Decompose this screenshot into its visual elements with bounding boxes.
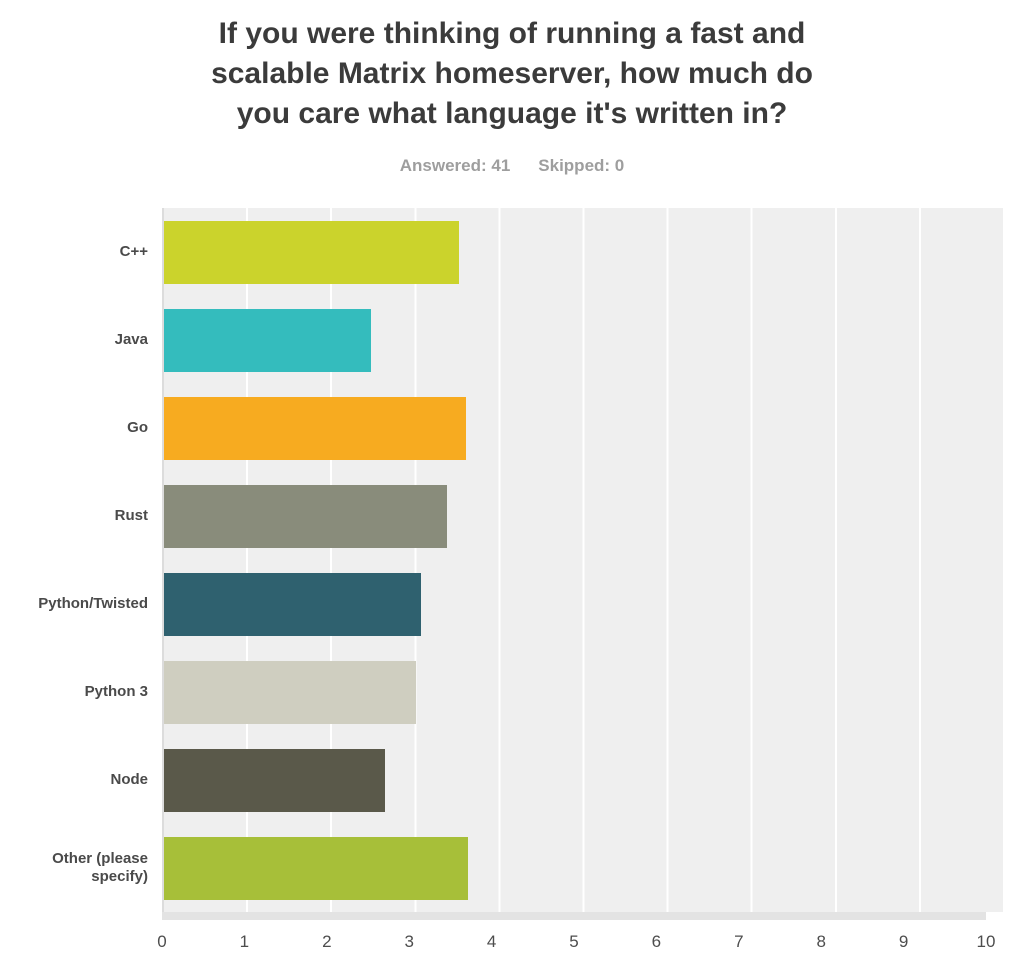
survey-question-title: If you were thinking of running a fast a…: [0, 0, 1024, 134]
bar: [164, 572, 421, 636]
title-line-3: you care what language it's written in?: [236, 97, 788, 130]
x-axis-baseline: [162, 912, 986, 920]
x-axis-tick: 0: [157, 932, 167, 951]
bar-track: [162, 560, 1005, 648]
title-line-1: If you were thinking of running a fast a…: [218, 17, 806, 50]
bar: [164, 396, 466, 460]
x-axis-tick: 1: [239, 932, 250, 951]
chart-row: Python/Twisted: [0, 560, 1005, 648]
x-axis-tick: 10: [976, 932, 996, 951]
title-line-2: scalable Matrix homeserver, how much do: [211, 57, 813, 90]
category-label: C++: [119, 243, 148, 260]
category-label: Python/Twisted: [38, 595, 148, 612]
category-label: Python 3: [84, 683, 148, 700]
chart-rows: C++ Java Go Rust Python/Twisted Python 3: [0, 208, 1005, 912]
bar: [164, 220, 460, 284]
category-label: Rust: [114, 507, 148, 524]
response-stats: Answered: 41 Skipped: 0: [0, 156, 1024, 176]
chart-row: Go: [0, 384, 1005, 472]
bar-track: [162, 472, 1005, 560]
category-label: Other (please specify): [52, 850, 148, 885]
chart-row: Node: [0, 736, 1005, 824]
chart-row: Python 3: [0, 648, 1005, 736]
x-axis-tick: 5: [569, 932, 579, 951]
x-axis-tick: 9: [898, 932, 909, 951]
bar-chart: C++ Java Go Rust Python/Twisted Python 3: [0, 208, 1024, 960]
x-axis-tick: 6: [651, 932, 662, 951]
bar-track: [162, 736, 1005, 824]
skipped-count: Skipped: 0: [538, 156, 625, 175]
bar: [164, 484, 448, 548]
bar: [164, 660, 417, 724]
chart-row: Rust: [0, 472, 1005, 560]
bar: [164, 836, 468, 900]
bar-track: [162, 296, 1005, 384]
bar-track: [162, 384, 1005, 472]
category-label: Java: [114, 331, 148, 348]
bar-track: [162, 208, 1005, 296]
category-label: Node: [110, 771, 149, 788]
bar: [164, 308, 371, 372]
x-axis-tick: 2: [322, 932, 332, 951]
chart-row: C++: [0, 208, 1005, 296]
x-axis-tick: 4: [486, 932, 497, 951]
category-label: Go: [127, 419, 148, 436]
x-axis-tick: 7: [734, 932, 744, 951]
x-axis: 0 1 2 3 4 5 6 7 8 9 10: [157, 932, 995, 960]
bar-track: [162, 648, 1005, 736]
bar-track: [162, 824, 1005, 912]
x-axis-tick: 3: [404, 932, 414, 951]
chart-row: Other (please specify): [0, 824, 1005, 912]
x-axis-tick: 8: [816, 932, 826, 951]
chart-row: Java: [0, 296, 1005, 384]
answered-count: Answered: 41: [399, 156, 511, 175]
bar: [164, 748, 386, 812]
